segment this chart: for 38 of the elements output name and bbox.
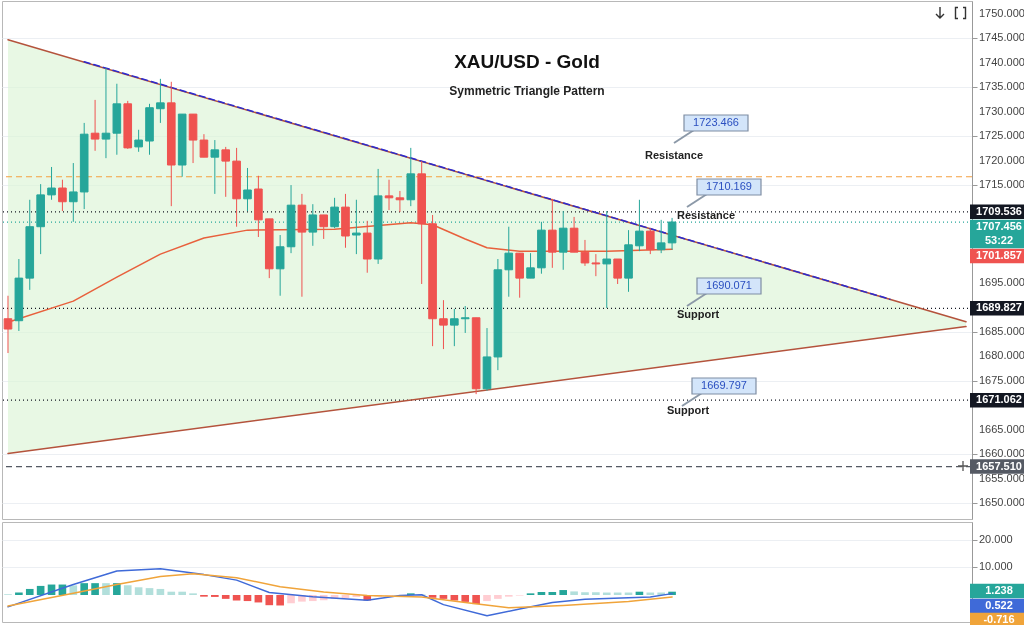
text: 0.522 (985, 599, 1013, 611)
y-tick-label: 1650.000 (979, 496, 1024, 509)
text: 53:22 (984, 234, 1014, 246)
y-tick-label: 1685.000 (979, 324, 1024, 337)
ref-line-label: 1709.536 (976, 204, 1022, 217)
y-tick-label: 1675.000 (979, 373, 1024, 386)
y-tick-label: 20.000 (979, 532, 1013, 545)
ref-line-label: 1671.062 (976, 393, 1022, 406)
y-tick-label: 10.000 (979, 560, 1013, 573)
ref-line-label: 1657.510 (976, 459, 1022, 472)
annotation: Support (676, 308, 720, 320)
y-tick-label: 1680.000 (979, 349, 1024, 362)
ref-line-label: 1707.456 (976, 220, 1022, 233)
y-tick-label: 1730.000 (979, 104, 1024, 117)
annotation: 1723.466 (693, 116, 739, 128)
y-tick-label: 1725.000 (979, 129, 1024, 142)
annotation: 1669.797 (701, 379, 747, 391)
y-tick-label: 1715.000 (979, 178, 1024, 191)
text: 1701.857 (976, 249, 1022, 261)
text: Symmetric Triangle Pattern (449, 84, 605, 98)
y-tick-label: 1720.000 (979, 153, 1024, 166)
y-tick-label: 1745.000 (979, 31, 1024, 44)
y-tick-label: 1660.000 (979, 447, 1024, 460)
y-tick-label: 1735.000 (979, 80, 1024, 93)
text: -0.716 (983, 613, 1015, 625)
y-tick-label: 1740.000 (979, 55, 1024, 68)
y-tick-label: 1750.000 (979, 6, 1024, 19)
y-tick-label: 1695.000 (979, 276, 1024, 289)
annotation: 1690.071 (706, 279, 752, 291)
annotation: Support (666, 404, 710, 416)
annotation: 1710.169 (706, 180, 752, 192)
y-tick-label: 1655.000 (979, 471, 1024, 484)
annotation: Resistance (644, 149, 704, 161)
text: XAU/USD - Gold (454, 51, 600, 72)
y-tick-label: 1665.000 (979, 422, 1024, 435)
text: 1.238 (985, 584, 1013, 596)
annotation: Resistance (676, 209, 736, 221)
ref-line-label: 1689.827 (976, 301, 1022, 314)
